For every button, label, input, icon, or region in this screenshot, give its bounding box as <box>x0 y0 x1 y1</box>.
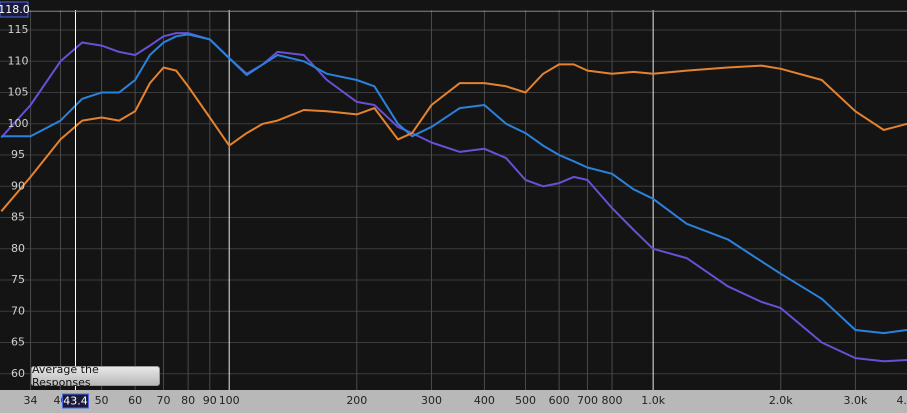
y-tick-label: 75 <box>11 273 25 286</box>
x-tick-label: 400 <box>474 394 495 407</box>
x-tick-label: 700 <box>577 394 598 407</box>
x-tick-label: 70 <box>157 394 171 407</box>
cursor-x-label: 43.4 <box>63 395 88 408</box>
x-tick-label: 300 <box>421 394 442 407</box>
y-tick-label: 60 <box>11 367 25 380</box>
plot-area <box>0 0 907 390</box>
y-tick-label: 95 <box>11 148 25 161</box>
cursor-x-box <box>62 393 90 409</box>
y-tick-label: 65 <box>11 336 25 349</box>
y-tick-label: 110 <box>8 54 29 67</box>
x-tick-label: 800 <box>602 394 623 407</box>
lines <box>0 32 907 363</box>
x-tick-label: 4.0k <box>896 394 907 407</box>
x-tick-label: 50 <box>95 394 109 407</box>
x-tick-label: 2.0k <box>769 394 793 407</box>
y-tick-label: 90 <box>11 179 25 192</box>
y-tick-label: 105 <box>8 86 29 99</box>
y-tick-label: 100 <box>8 117 29 130</box>
x-tick-label: 1.0k <box>641 394 665 407</box>
cursor-y-box <box>0 1 29 18</box>
x-tick-label: 500 <box>515 394 536 407</box>
x-tick-label: 3.0k <box>843 394 867 407</box>
x-tick-label: 600 <box>549 394 570 407</box>
x-tick-label: 100 <box>219 394 240 407</box>
response-line <box>0 63 907 212</box>
y-tick-label: 80 <box>11 242 25 255</box>
cursor-y-label: 118.0 <box>0 3 30 16</box>
x-tick-label: 34 <box>24 394 38 407</box>
y-tick-label: 70 <box>11 304 25 317</box>
y-tick-label: 115 <box>8 23 29 36</box>
x-tick-label: 60 <box>128 394 142 407</box>
response-line <box>1 33 907 335</box>
grid <box>0 10 907 390</box>
y-tick-label: 85 <box>11 211 25 224</box>
x-tick-label: 90 <box>203 394 217 407</box>
x-tick-label: 80 <box>181 394 195 407</box>
average-button[interactable]: Average the Responses <box>31 363 160 389</box>
x-tick-label: 200 <box>346 394 367 407</box>
